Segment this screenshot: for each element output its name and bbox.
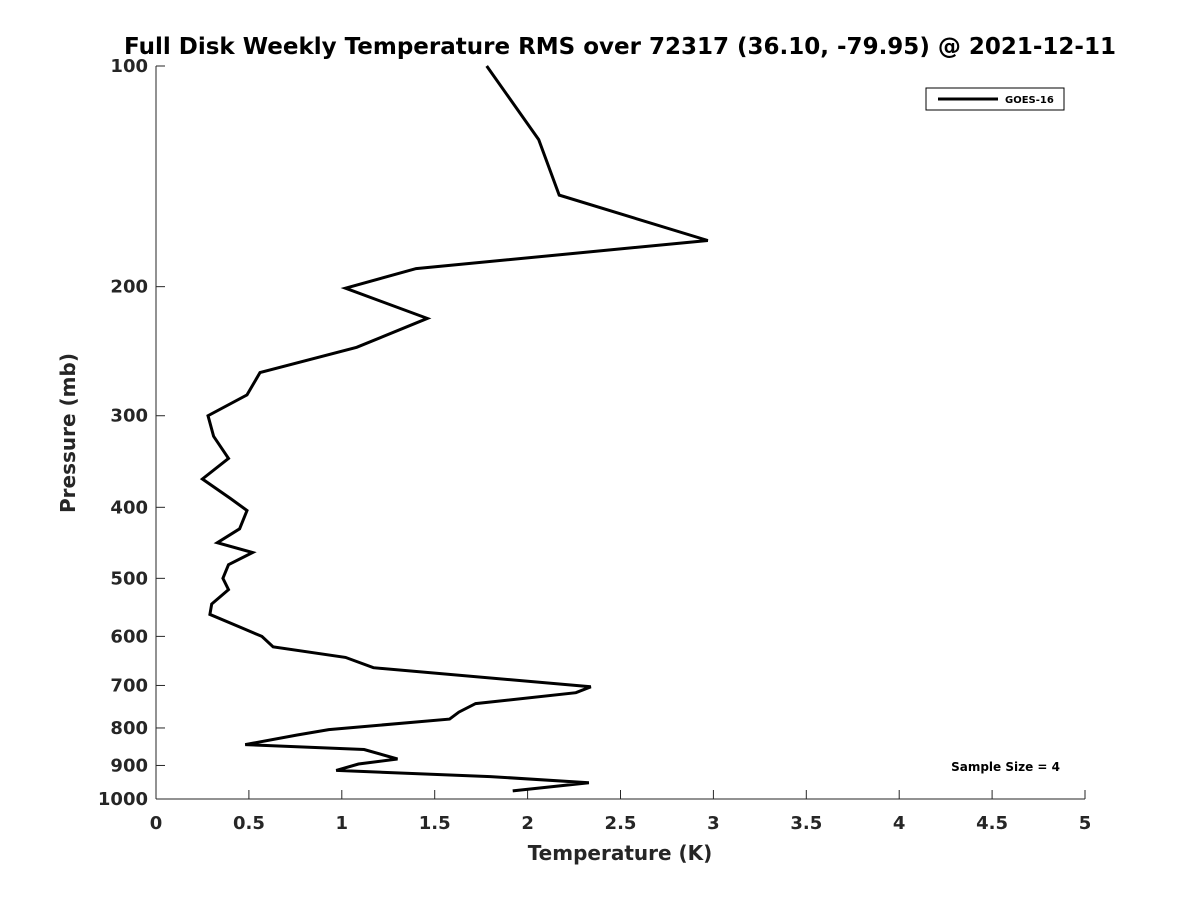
y-tick-label: 300 — [110, 406, 148, 427]
y-tick-label: 800 — [110, 718, 148, 739]
y-tick-label: 400 — [110, 497, 148, 518]
x-tick-label: 2.5 — [605, 813, 637, 834]
y-tick-label: 500 — [110, 568, 148, 589]
x-tick-label: 2 — [521, 813, 534, 834]
y-tick-label: 200 — [110, 277, 148, 298]
y-axis-label: Pressure (mb) — [56, 353, 80, 513]
y-tick-label: 100 — [110, 56, 148, 77]
legend-entry-goes-16: GOES-16 — [1005, 95, 1054, 106]
x-tick-label: 4.5 — [976, 813, 1008, 834]
x-tick-label: 0 — [150, 813, 163, 834]
x-tick-label: 3.5 — [790, 813, 822, 834]
series-layer — [199, 65, 709, 793]
axes: 0 0.5 1 1.5 2 2.5 3 3.5 4 4.5 5 100 200 300 400 500 600 7… — [98, 56, 1091, 834]
y-tick-label: 700 — [110, 675, 148, 696]
y-tick-label: 1000 — [98, 789, 148, 810]
x-tick-label: 3 — [707, 813, 720, 834]
x-tick-label: 5 — [1079, 813, 1092, 834]
sample-size-annotation: Sample Size = 4 — [951, 760, 1060, 774]
y-tick-label: 600 — [110, 626, 148, 647]
x-tick-label: 1 — [336, 813, 349, 834]
chart-title: Full Disk Weekly Temperature RMS over 72… — [124, 34, 1116, 60]
x-tick-label: 4 — [893, 813, 906, 834]
legend: GOES-16 — [925, 87, 1065, 111]
x-axis-label: Temperature (K) — [528, 841, 713, 865]
series-line-goes-16 — [199, 65, 709, 793]
x-tick-label: 0.5 — [233, 813, 265, 834]
y-tick-label: 900 — [110, 755, 148, 776]
x-tick-label: 1.5 — [419, 813, 451, 834]
